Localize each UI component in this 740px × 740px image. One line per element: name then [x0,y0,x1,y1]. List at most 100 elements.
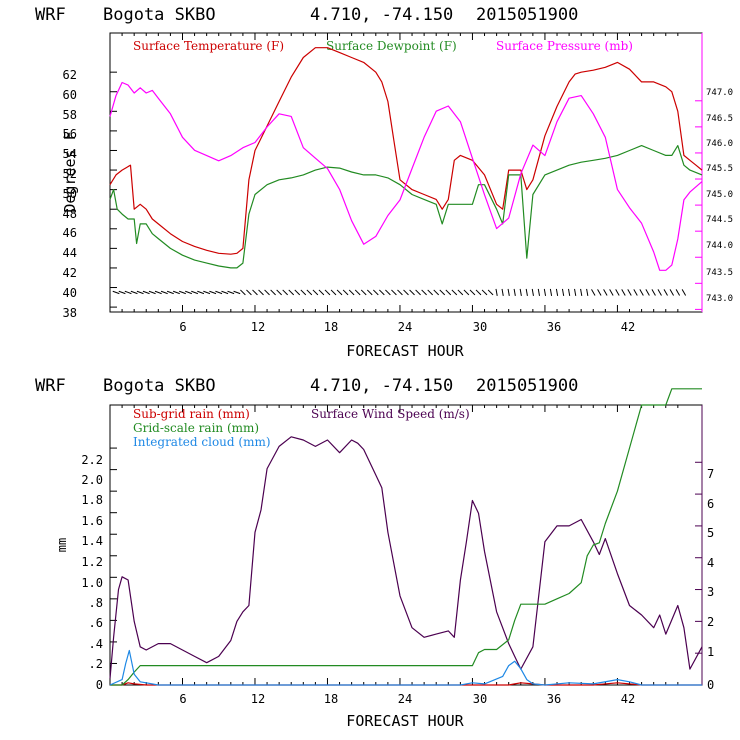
wind-barb [197,290,205,295]
top-y2tick-label: 745.5 [706,164,733,174]
bottom-panel: WRF Bogota SKBO 4.710, -74.150 201505190… [35,376,714,730]
bottom-xaxis-label: FORECAST HOUR [346,712,464,730]
wind-barb [633,289,638,296]
bottom-y2tick-label: 2 [707,615,714,629]
wind-barb [451,289,458,296]
wind-barb [240,289,246,296]
wind-barb [154,290,162,295]
wind-barb [481,289,488,296]
wind-barb [669,289,674,296]
wind-barb [246,289,252,296]
wind-barb [555,288,559,296]
wind-barb [525,288,528,296]
top-xtick-label: 12 [251,320,265,334]
top-ytick-label: 42 [63,266,77,280]
bottom-ytick-label: .2 [89,657,103,671]
wind-barb [586,288,589,296]
wind-barb [469,289,476,296]
top-ytick-label: 54 [63,147,77,161]
bottom-header-coords: 4.710, -74.150 [310,376,453,396]
wind-barb [663,289,668,296]
wind-barb [312,289,319,296]
wind-barb [172,290,180,295]
wind-barb [124,290,132,295]
wind-barb [681,289,687,296]
wind-barb [409,289,415,296]
legend-grid-scale-rain: Grid-scale rain (mm) [133,421,259,435]
bottom-xtick-label: 30 [473,692,487,706]
top-ytick-label: 60 [63,88,77,102]
top-xtick-label: 6 [179,320,186,334]
wind-barb [372,289,379,296]
bottom-series-line-2 [110,388,702,686]
wind-barb [385,289,391,296]
wind-barb [276,289,282,296]
wind-barb [379,289,385,296]
wind-barb [657,289,662,296]
wind-barb [142,290,150,295]
wind-barb [603,289,608,296]
bottom-xtick-label: 18 [324,692,338,706]
top-xtick-label: 30 [473,320,487,334]
legend-integrated-cloud: Integrated cloud (mm) [133,435,271,449]
top-minor-ticks [121,33,679,312]
top-ytick-label: 58 [63,108,77,122]
wind-barb [203,290,211,295]
wind-barb [318,289,325,296]
wind-barb [185,290,192,295]
top-y2tick-label: 746.0 [706,139,733,149]
wind-barb [445,289,452,296]
wind-barb [561,288,565,296]
bottom-ytick-label: 1.6 [81,514,103,528]
wind-barb [136,290,144,295]
wind-barb [519,288,522,296]
wind-barb [270,289,276,296]
wind-barb [233,290,241,295]
wind-barb [130,290,138,295]
wind-barb [354,289,361,296]
wind-barb [397,289,403,296]
wind-barb [166,290,174,295]
wind-barb [507,288,510,296]
legend-surface-pressure: Surface Pressure (mb) [496,39,633,53]
wind-barb [112,290,120,295]
bottom-xtick-label: 24 [398,692,412,706]
top-y2tick-label: 744.5 [706,215,733,225]
wind-barb [160,290,168,295]
top-header-init: 2015051900 [476,5,578,25]
bottom-ytick-label: 1.8 [81,493,103,507]
top-y2tick-label: 746.5 [706,114,733,124]
bottom-xtick-label: 36 [547,692,561,706]
wind-barb [282,289,289,296]
bottom-y2tick-label: 7 [707,467,714,481]
wind-barb [574,288,577,296]
top-y2tick-label: 747.0 [706,88,733,98]
wind-barb [366,289,373,296]
wind-barb [645,289,650,296]
wind-barb [294,289,301,296]
wind-barb [360,289,367,296]
bottom-ytick-label: .4 [89,637,103,651]
bottom-series-line-0 [110,682,702,686]
bottom-ytick-label: 1.0 [81,576,103,590]
wind-barb [475,289,482,296]
wind-barb [549,288,553,296]
wind-barb [391,289,397,296]
bottom-series-lines [109,388,703,686]
bottom-ytick-label: 2.2 [81,453,103,467]
wind-barb [627,289,632,296]
wind-barb [495,288,498,296]
top-series-line-0 [109,47,703,255]
bottom-yaxis-label: mm [55,538,69,552]
wind-barb [300,289,307,296]
wind-barb [531,288,534,296]
wind-barb [221,290,229,295]
wind-barb [615,289,620,296]
wind-barb [487,289,494,296]
bottom-y2tick-label: 4 [707,556,714,570]
bottom-xtick-label: 6 [179,692,186,706]
wind-barb [597,289,602,296]
top-xtick-label: 36 [547,320,561,334]
bottom-y2tick-label: 0 [707,678,714,692]
wind-barb [621,289,626,296]
